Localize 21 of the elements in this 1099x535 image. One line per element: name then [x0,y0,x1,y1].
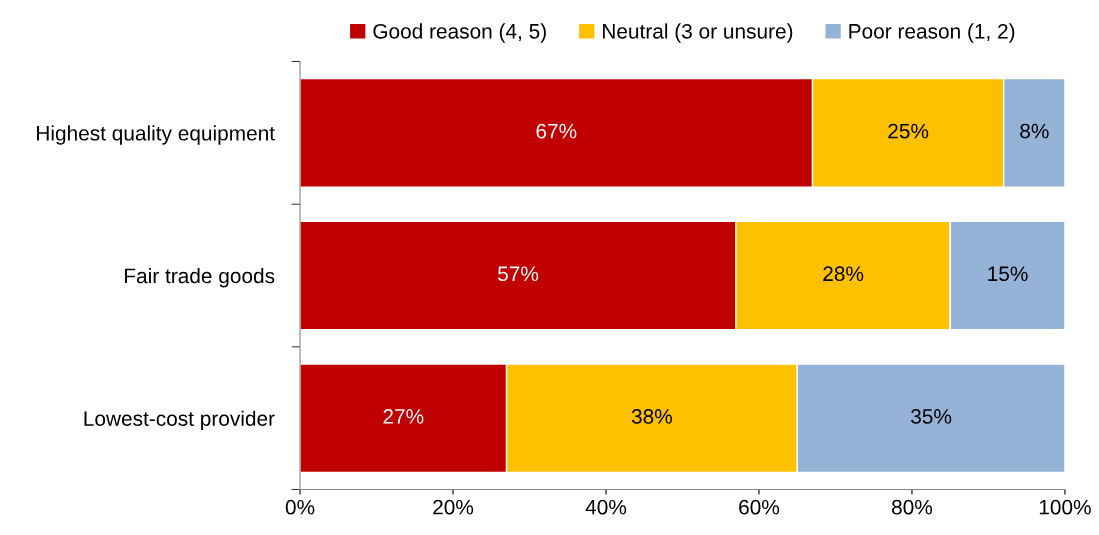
legend-label: Poor reason (1, 2) [849,23,1015,43]
x-tick-label: 20% [433,499,474,515]
x-tick-label: 0% [285,499,315,515]
data-label: 28% [823,266,864,282]
data-label: 27% [383,409,424,424]
y-tick-label: Fair trade goods [125,267,275,288]
y-tick-label: Highest quality equipment [37,125,275,145]
data-label: 15% [988,266,1028,282]
legend-label: Neutral (3 or unsure) [603,23,793,43]
data-label: 67% [536,123,577,139]
y-tick-label: Lowest-cost provider [84,410,275,431]
data-label: 57% [498,266,539,282]
x-tick-label: 40% [585,499,627,515]
data-label: 8% [1020,123,1049,139]
x-tick-label: 80% [892,499,933,515]
data-label: 38% [631,409,672,424]
data-label: 25% [888,123,929,139]
legend-label: Good reason (4, 5) [373,23,546,43]
x-tick-label: 100% [1039,499,1091,515]
data-label: 35% [911,409,952,424]
x-tick-label: 60% [739,499,780,515]
